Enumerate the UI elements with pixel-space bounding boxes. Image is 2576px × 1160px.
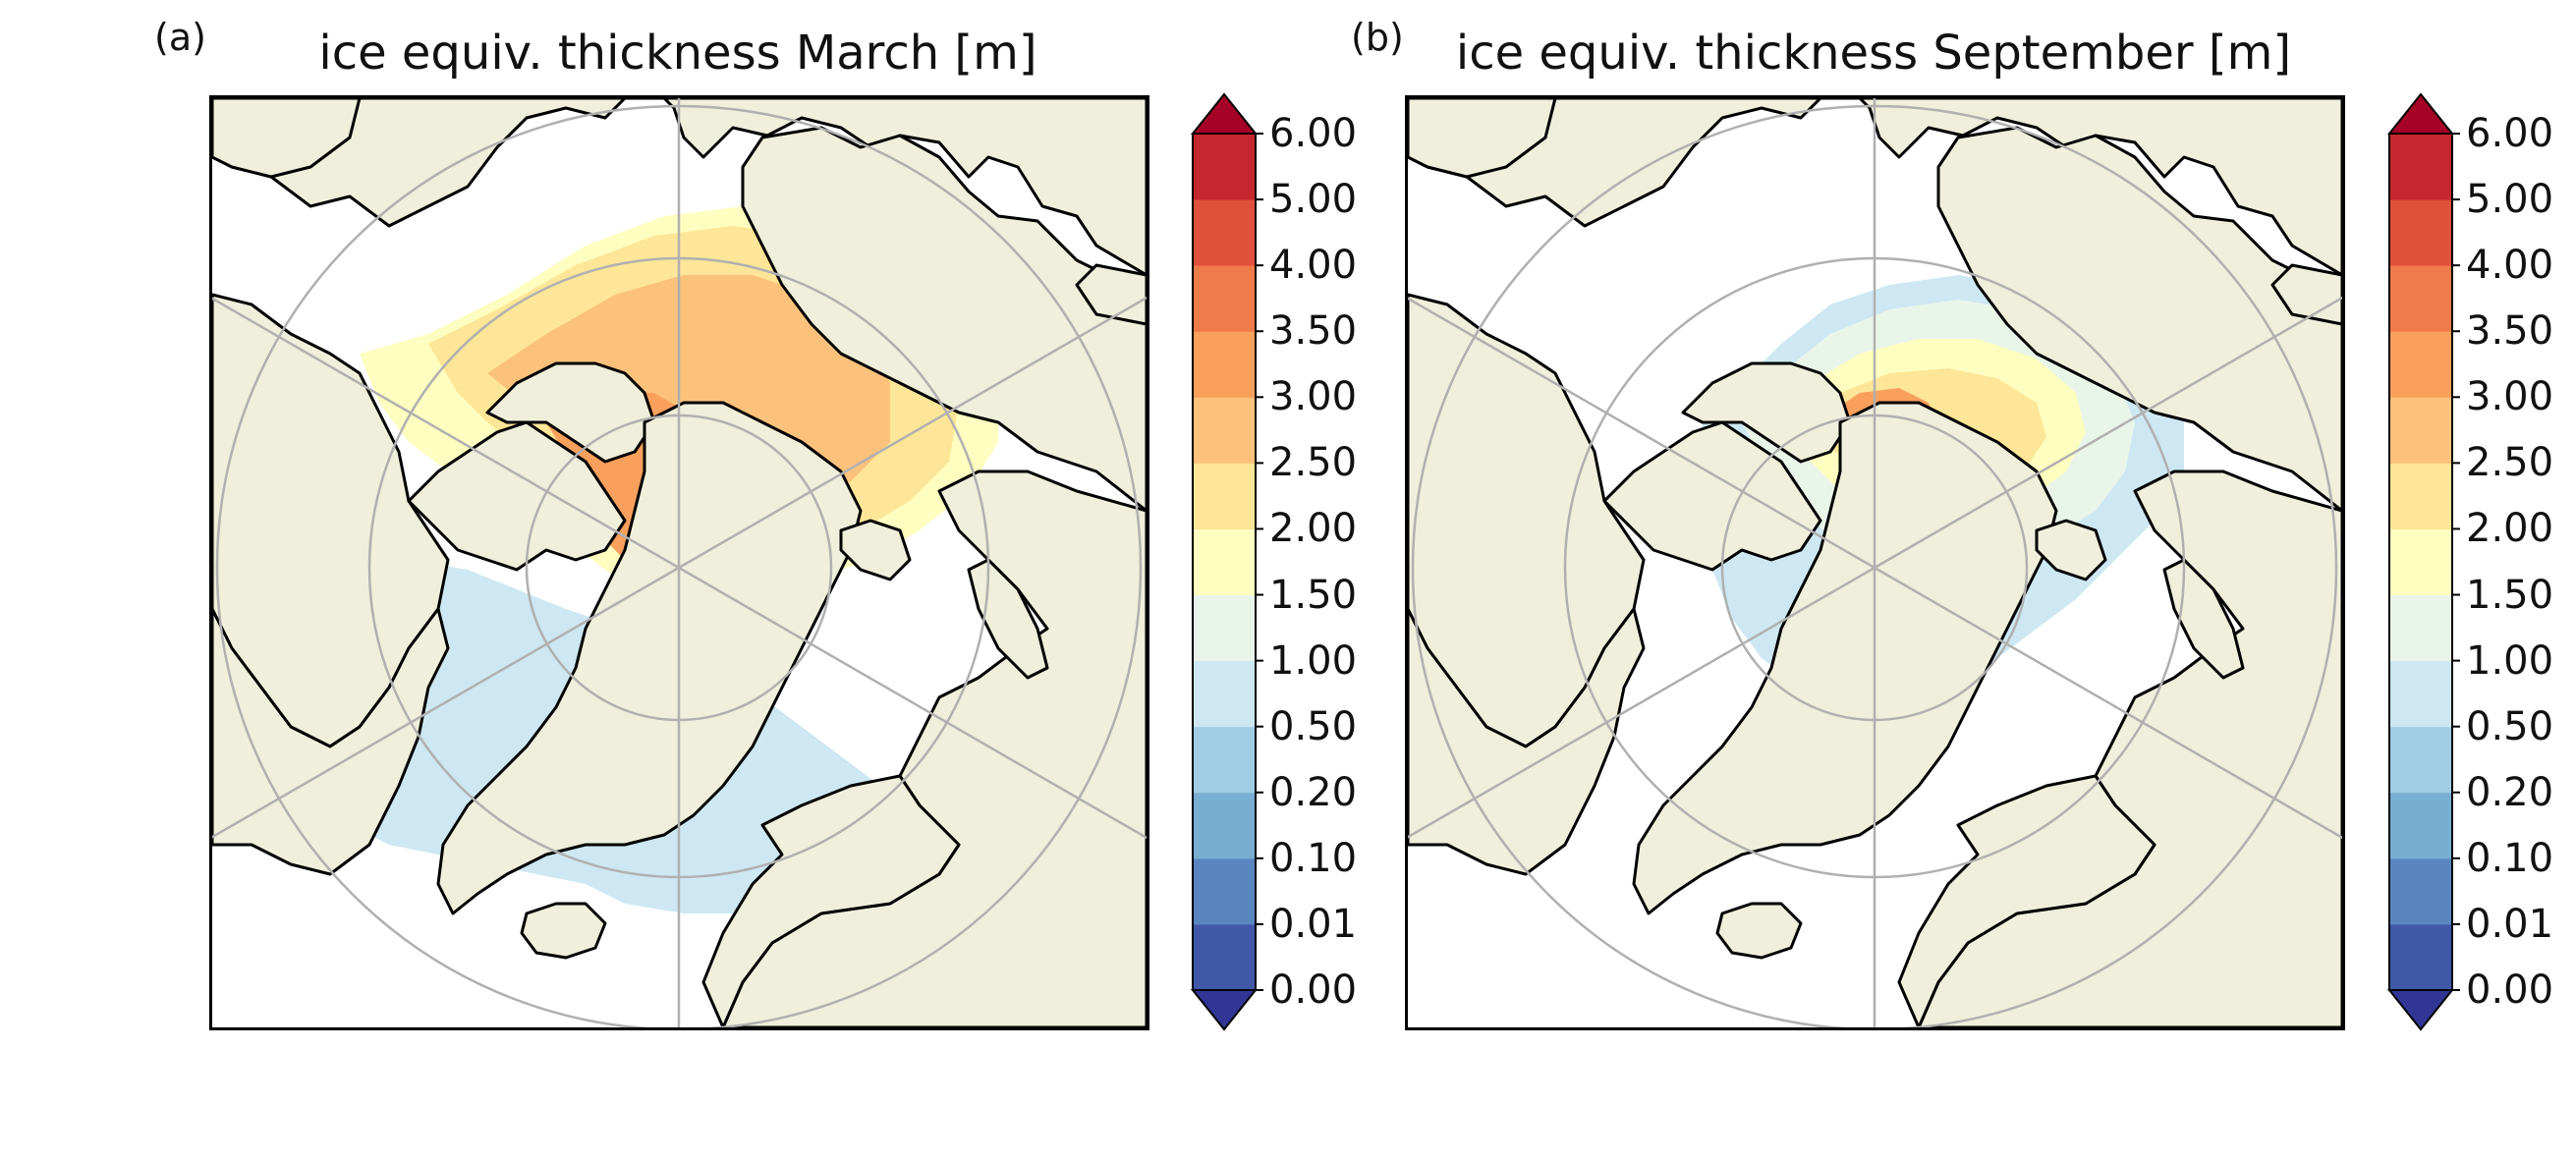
colorbar-tick-label: 0.20 — [2466, 769, 2554, 815]
panel-b-title: ice equiv. thickness September [m] — [1455, 26, 2292, 81]
colorbar-segment — [2389, 594, 2452, 662]
colorbar-tick-label: 4.00 — [2466, 243, 2554, 289]
colorbar-segment — [1193, 726, 1256, 794]
panel-a-map-svg — [212, 98, 1147, 1027]
colorbar-tick-label: 2.00 — [2466, 506, 2554, 552]
colorbar-outline — [2388, 133, 2453, 991]
land-labradorBaffin — [212, 607, 450, 876]
colorbar-tick-label: 0.50 — [1269, 703, 1358, 749]
colorbar-tick-label: 0.00 — [1269, 967, 1358, 1013]
colorbar-segment — [2389, 199, 2452, 266]
colorbar-tick-label: 4.00 — [1269, 243, 1358, 289]
colorbar-tick-label: 6.00 — [2466, 111, 2554, 156]
colorbar-segment — [1193, 199, 1256, 266]
colorbar-over-triangle — [1190, 92, 1259, 135]
colorbar-segment — [1193, 528, 1256, 596]
meridian-line — [678, 566, 1147, 840]
colorbar-tick-label: 0.01 — [2466, 901, 2554, 947]
colorbar-segment — [1193, 134, 1256, 200]
colorbar-over-triangle — [2386, 92, 2455, 135]
panel-a-title: ice equiv. thickness March [m] — [318, 26, 1037, 81]
panel-a-colorbar-svg — [1190, 92, 1263, 1031]
colorbar-segment — [2389, 463, 2452, 529]
colorbar-tick-label: 2.50 — [1269, 440, 1358, 486]
colorbar-segment — [2389, 792, 2452, 859]
land-siberiaEast — [741, 126, 1147, 513]
colorbar-segment — [1193, 923, 1256, 991]
land-scandinavia — [701, 774, 961, 1027]
colorbar-tick-label: 3.50 — [2466, 308, 2554, 355]
land-greenland — [436, 401, 863, 915]
meridian-line — [1408, 297, 1876, 570]
colorbar-segment — [1193, 857, 1256, 925]
colorbar-tick-label: 3.00 — [2466, 374, 2554, 420]
colorbar-segment — [2389, 528, 2452, 596]
panel-a-map — [209, 95, 1149, 1030]
colorbar-tick-label: 5.00 — [2466, 177, 2554, 223]
land-labradorBaffin — [1408, 607, 1646, 876]
colorbar-segment — [2389, 660, 2452, 728]
land-iceland — [1715, 902, 1803, 960]
land-scandinavia — [1897, 774, 2156, 1027]
colorbar-under-triangle — [2386, 989, 2455, 1031]
colorbar-tick-label: 0.10 — [1269, 835, 1358, 881]
colorbar-tick-label: 0.00 — [2466, 967, 2554, 1013]
colorbar-tick-label: 5.00 — [1269, 177, 1358, 223]
land-alaska — [212, 98, 362, 179]
colorbar-outline — [1192, 133, 1257, 991]
colorbar-segment — [2389, 726, 2452, 794]
meridian-line — [1874, 296, 2342, 570]
colorbar-segment — [2389, 265, 2452, 332]
colorbar-tick-label: 1.50 — [2466, 572, 2554, 618]
land-svalbard — [839, 519, 912, 581]
colorbar-segment — [1193, 463, 1256, 529]
meridian-line — [678, 296, 1147, 570]
land-alaska — [1408, 98, 1557, 179]
meridian-line — [212, 566, 680, 839]
colorbar-tick-label: 0.20 — [1269, 769, 1358, 815]
colorbar-tick-label: 1.00 — [2466, 637, 2554, 684]
panel-b-map — [1405, 95, 2345, 1030]
colorbar-segment — [1193, 331, 1256, 398]
land-greenland — [1632, 401, 2058, 915]
land-iceland — [520, 902, 607, 960]
colorbar-tick-label: 2.00 — [1269, 506, 1358, 552]
panel-a-colorbar — [1179, 90, 1277, 1035]
colorbar-segment — [2389, 397, 2452, 464]
meridian-line — [1874, 566, 2342, 840]
panel-a-letter: (a) — [154, 16, 206, 59]
meridian-line — [212, 297, 680, 570]
colorbar-tick-label: 2.50 — [2466, 440, 2554, 486]
colorbar-segment — [2389, 923, 2452, 991]
colorbar-tick-label: 3.50 — [1269, 308, 1358, 355]
colorbar-tick-label: 6.00 — [1269, 111, 1358, 156]
colorbar-tick-label: 3.00 — [1269, 374, 1358, 420]
colorbar-segment — [2389, 857, 2452, 925]
colorbar-under-triangle — [1190, 989, 1259, 1031]
colorbar-segment — [1193, 660, 1256, 728]
meridian-line — [1408, 566, 1876, 839]
land-russiaNorth — [1408, 98, 2342, 277]
colorbar-tick-label: 0.10 — [2466, 835, 2554, 881]
colorbar-tick-label: 1.00 — [1269, 637, 1358, 684]
colorbar-tick-label: 0.01 — [1269, 901, 1358, 947]
colorbar-segment — [1193, 792, 1256, 859]
panel-b-colorbar-svg — [2386, 92, 2460, 1031]
land-eastCap — [1075, 263, 1147, 326]
colorbar-tick-label: 1.50 — [1269, 572, 1358, 618]
colorbar-segment — [1193, 397, 1256, 464]
colorbar-segment — [1193, 594, 1256, 662]
land-eastCap — [2270, 263, 2342, 326]
land-russiaNorth — [212, 98, 1147, 277]
colorbar-segment — [2389, 134, 2452, 200]
colorbar-segment — [1193, 265, 1256, 332]
panel-b-colorbar — [2376, 90, 2474, 1035]
colorbar-segment — [2389, 331, 2452, 398]
land-svalbard — [2035, 519, 2107, 581]
panel-b-letter: (b) — [1351, 16, 1404, 59]
colorbar-tick-label: 0.50 — [2466, 703, 2554, 749]
land-siberiaEast — [1936, 126, 2342, 513]
panel-b-map-svg — [1408, 98, 2342, 1027]
